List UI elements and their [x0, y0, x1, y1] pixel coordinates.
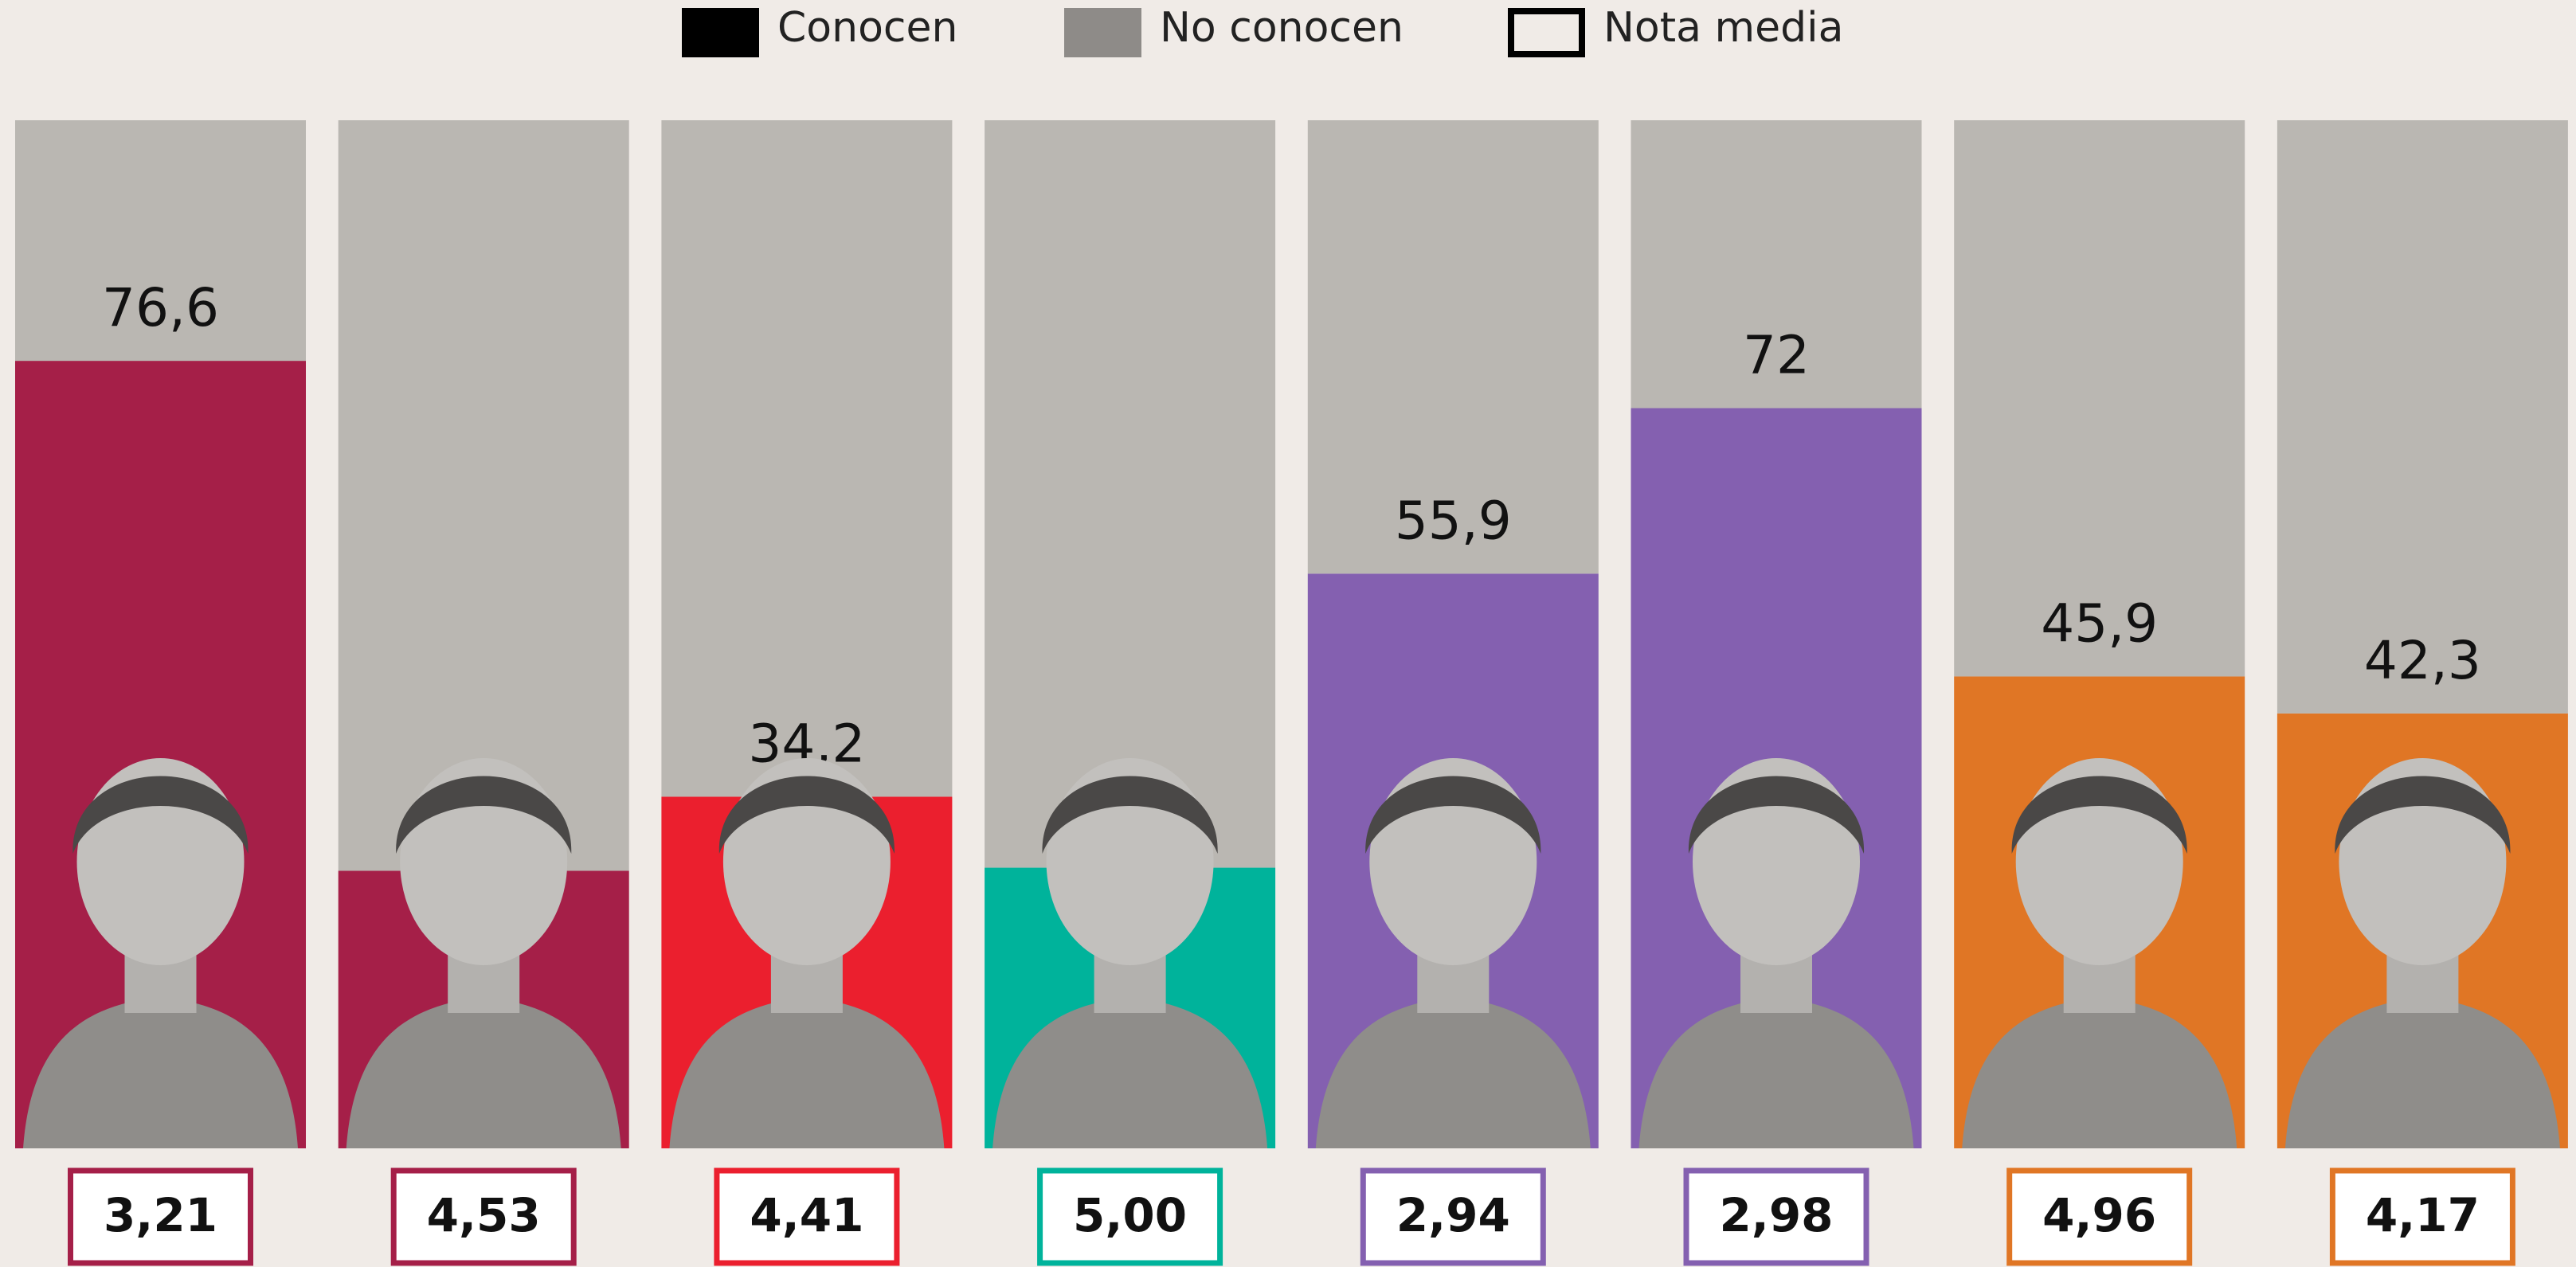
value-label: 72 [1743, 325, 1810, 386]
legend-label: Conocen [777, 4, 957, 52]
value-label: 45,9 [2041, 592, 2158, 654]
score-label: 3,21 [104, 1188, 217, 1242]
score-label: 4,96 [2042, 1188, 2156, 1242]
legend-swatch [682, 8, 759, 57]
legend-label: No conocen [1160, 4, 1403, 52]
legend-swatch [1064, 8, 1141, 57]
bar-segment [661, 120, 952, 796]
bar-segment [985, 120, 1275, 868]
score-label: 2,98 [1719, 1188, 1833, 1242]
bar-segment [2277, 120, 2568, 714]
score-label: 4,41 [750, 1188, 863, 1242]
value-label: 42,3 [2364, 630, 2481, 691]
score-label: 4,17 [2366, 1188, 2480, 1242]
score-label: 4,53 [427, 1188, 541, 1242]
score-label: 2,94 [1396, 1188, 1510, 1242]
value-label: 55,9 [1395, 490, 1512, 551]
chart: ConocenNo conocenNota media76,63,21274,5… [0, 0, 2576, 1267]
value-label: 76,6 [102, 277, 219, 338]
legend-label: Nota media [1603, 4, 1843, 52]
score-label: 5,00 [1073, 1188, 1187, 1242]
